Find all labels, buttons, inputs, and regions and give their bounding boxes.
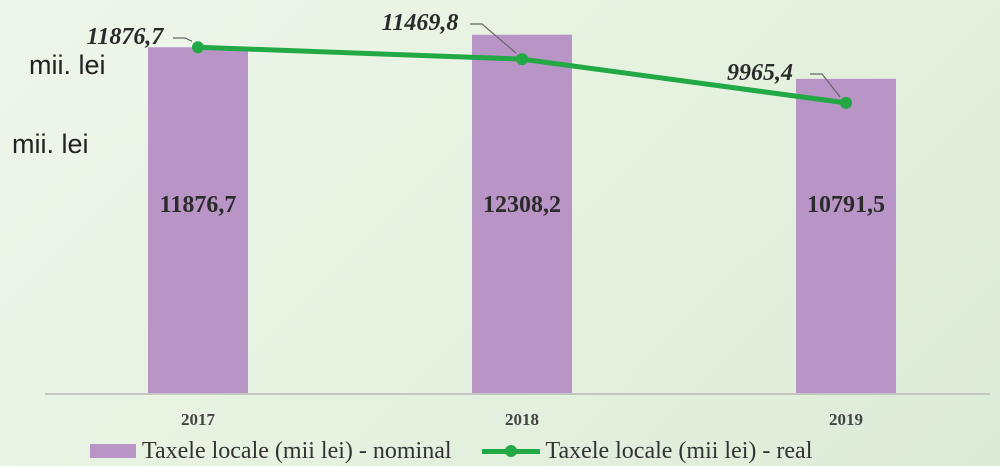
real-point-2018 [516,53,528,66]
real-point-2019 [840,96,852,109]
legend-item-real: Taxele locale (mii lei) - real [481,437,813,465]
legend-label-nominal: Taxele locale (mii lei) - nominal [142,437,452,464]
leader-line-2019 [810,73,841,98]
bar-2017 [148,47,248,393]
legend-line-marker [481,443,540,459]
line-label-2017: 11876,7 [87,24,165,50]
x-tick-labels: 2017 2018 2019 [181,410,863,429]
unit-label: mii. lei [12,129,89,159]
bar-label-2019: 10791,5 [807,192,885,218]
legend-item-nominal: Taxele locale (mii lei) - nominal [90,438,452,465]
unit-label: mii. lei [29,50,106,80]
legend: Taxele locale (mii lei) - nominal Taxele… [90,436,990,466]
leader-line-2017 [173,37,193,42]
real-point-2017 [192,41,204,54]
bar-series [148,34,896,394]
line-series [192,41,852,109]
bar-label-2018: 12308,2 [483,192,561,218]
line-label-2019: 9965,4 [727,60,793,86]
bar-2019 [796,78,896,393]
line-label-2018: 11469,8 [382,10,459,36]
x-tick-2018: 2018 [505,410,539,429]
legend-bar-swatch [90,444,136,458]
legend-label-real: Taxele locale (mii lei) - real [545,437,813,464]
bar-2018 [472,34,572,394]
leader-line-2018 [470,23,517,54]
bar-data-labels: 11876,7 12308,2 10791,5 [160,192,885,218]
x-tick-2017: 2017 [181,410,216,429]
bar-label-2017: 11876,7 [160,192,237,218]
x-tick-2019: 2019 [829,410,863,429]
line-data-labels: 11876,7 11469,8 9965,4 [87,10,841,98]
